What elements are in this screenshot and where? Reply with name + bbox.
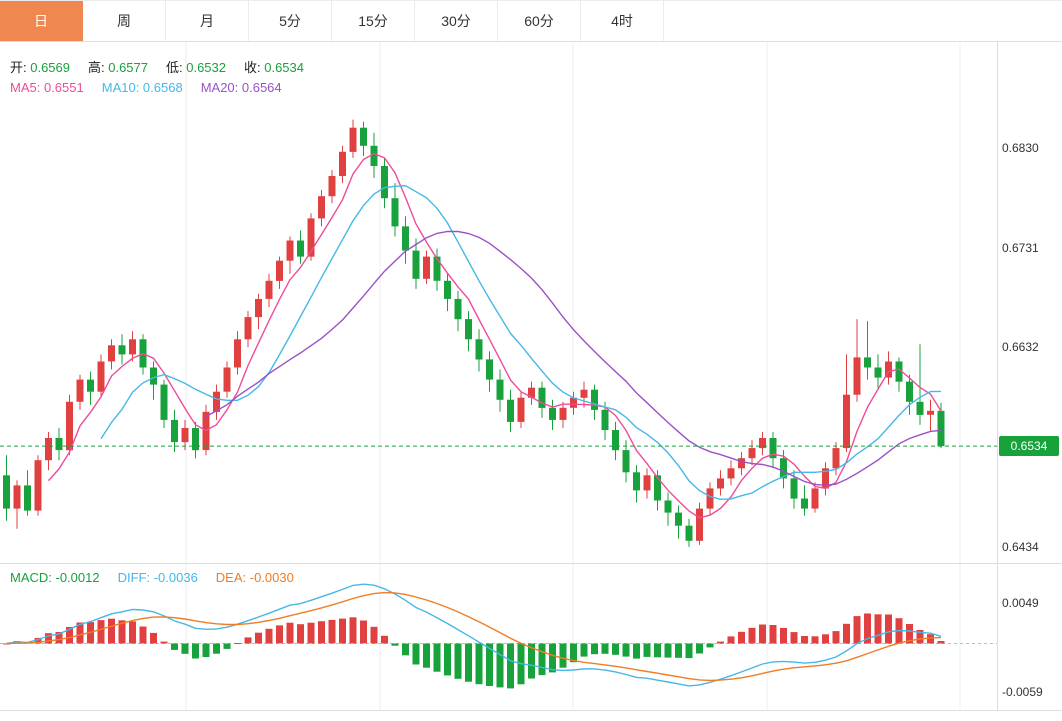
- bottom-border: [0, 710, 1062, 711]
- timeframe-tab-月[interactable]: 月: [166, 1, 249, 41]
- timeframe-tab-周[interactable]: 周: [83, 1, 166, 41]
- panel-divider: [0, 563, 1062, 564]
- timeframe-tab-15分[interactable]: 15分: [332, 1, 415, 41]
- diff-value: DIFF: -0.0036: [117, 570, 198, 585]
- price-tick-0.6434: 0.6434: [1002, 540, 1039, 554]
- ma5-value: MA5: 0.6551: [10, 80, 84, 95]
- price-axis-line: [997, 42, 998, 710]
- ohlc-header: 开: 0.6569 高: 0.6577 低: 0.6532 收: 0.6534: [10, 57, 322, 76]
- timeframe-tab-30分[interactable]: 30分: [415, 1, 498, 41]
- timeframe-tab-60分[interactable]: 60分: [498, 1, 581, 41]
- candlestick-series: [3, 119, 945, 547]
- macd-tick--0.0059: -0.0059: [1002, 685, 1043, 699]
- ma20-value: MA20: 0.6564: [200, 80, 282, 95]
- low-value: 低: 0.6532: [166, 60, 226, 75]
- ma-header: MA5: 0.6551 MA10: 0.6568 MA20: 0.6564: [10, 80, 300, 95]
- diff-line: [6, 583, 942, 687]
- macd-chart[interactable]: [0, 563, 997, 710]
- ma5-line: [47, 152, 942, 519]
- timeframe-tab-5分[interactable]: 5分: [249, 1, 332, 41]
- ma10-line: [100, 184, 942, 501]
- ma20-line: [205, 230, 942, 487]
- ma10-value: MA10: 0.6568: [101, 80, 183, 95]
- timeframe-tab-4时[interactable]: 4时: [581, 1, 664, 41]
- close-value: 收: 0.6534: [244, 60, 304, 75]
- price-tick-0.6830: 0.6830: [1002, 141, 1039, 155]
- dea-value: DEA: -0.0030: [215, 570, 294, 585]
- macd-header: MACD: -0.0012 DIFF: -0.0036 DEA: -0.0030: [10, 570, 312, 585]
- dea-line: [6, 591, 942, 682]
- price-tick-0.6632: 0.6632: [1002, 340, 1039, 354]
- macd-histogram: [3, 613, 945, 689]
- timeframe-tab-日[interactable]: 日: [0, 1, 83, 41]
- current-price-tag: 0.6534: [999, 436, 1059, 456]
- price-tick-0.6731: 0.6731: [1002, 241, 1039, 255]
- timeframe-tabs: 日周月 5分 15分 30分 60分 4时: [0, 0, 1062, 42]
- open-value: 开: 0.6569: [10, 60, 70, 75]
- candlestick-chart[interactable]: [0, 42, 997, 563]
- high-value: 高: 0.6577: [88, 60, 148, 75]
- macd-tick-0.0049: 0.0049: [1002, 596, 1039, 610]
- macd-value: MACD: -0.0012: [10, 570, 100, 585]
